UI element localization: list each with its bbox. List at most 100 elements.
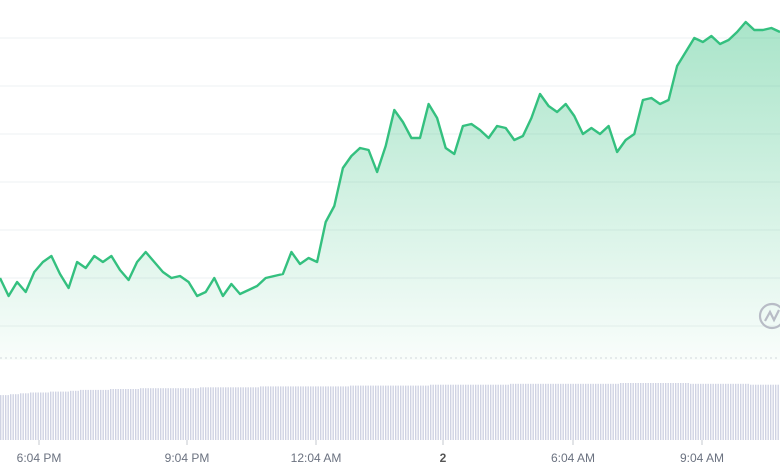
volume-bar [100, 389, 102, 440]
volume-bar [260, 386, 262, 440]
volume-bar [567, 383, 569, 440]
volume-bar [585, 383, 587, 440]
volume-bar [110, 389, 112, 440]
volume-bar [462, 384, 464, 440]
volume-bar [480, 384, 482, 440]
volume-bar [257, 387, 259, 440]
volume-bar [467, 384, 469, 440]
volume-bar [645, 383, 647, 440]
volume-bar [715, 383, 717, 440]
x-tick-label: 9:04 AM [680, 451, 724, 465]
volume-bar [305, 386, 307, 440]
volume-bar [290, 386, 292, 440]
volume-bar [525, 383, 527, 440]
volume-bar [540, 383, 542, 440]
volume-bars [0, 383, 779, 440]
volume-bar [612, 383, 614, 440]
volume-bar [247, 387, 249, 440]
volume-bar [390, 385, 392, 440]
volume-bar [222, 387, 224, 440]
volume-bar [40, 392, 42, 440]
volume-bar [697, 383, 699, 440]
volume-bar [167, 388, 169, 440]
volume-bar [62, 391, 64, 440]
volume-bar [447, 384, 449, 440]
volume-bar [700, 383, 702, 440]
volume-bar [347, 386, 349, 440]
volume-bar [705, 383, 707, 440]
volume-bar [72, 390, 74, 440]
volume-bar [450, 384, 452, 440]
volume-bar [620, 383, 622, 440]
volume-bar [2, 395, 4, 440]
volume-bar [335, 386, 337, 440]
volume-bar [417, 385, 419, 440]
volume-bar [422, 385, 424, 440]
volume-bar [730, 383, 732, 440]
volume-bar [570, 383, 572, 440]
volume-bar [472, 384, 474, 440]
volume-bar [342, 386, 344, 440]
volume-bar [232, 387, 234, 440]
volume-bar [150, 388, 152, 440]
volume-bar [365, 385, 367, 440]
volume-bar [720, 383, 722, 440]
volume-bar [340, 386, 342, 440]
volume-bar [77, 390, 79, 440]
volume-bar [177, 388, 179, 440]
volume-bar [235, 387, 237, 440]
volume-bar [145, 388, 147, 440]
volume-bar [487, 384, 489, 440]
volume-bar [595, 383, 597, 440]
volume-bar [607, 383, 609, 440]
volume-bar [192, 388, 194, 440]
volume-bar [37, 392, 39, 440]
volume-bar [275, 386, 277, 440]
volume-bar [752, 384, 754, 440]
volume-bar [170, 388, 172, 440]
volume-bar [132, 389, 134, 440]
volume-bar [197, 388, 199, 440]
volume-bar [415, 385, 417, 440]
volume-bar [530, 383, 532, 440]
volume-bar [255, 387, 257, 440]
volume-bar [87, 389, 89, 440]
volume-bar [647, 383, 649, 440]
volume-bar [712, 383, 714, 440]
volume-bar [140, 388, 142, 440]
volume-bar [442, 384, 444, 440]
volume-bar [407, 385, 409, 440]
volume-bar [600, 383, 602, 440]
volume-bar [640, 383, 642, 440]
volume-bar [590, 383, 592, 440]
volume-bar [687, 383, 689, 440]
volume-bar [180, 388, 182, 440]
volume-bar [315, 386, 317, 440]
volume-bar [557, 383, 559, 440]
volume-bar [427, 385, 429, 440]
volume-bar [675, 383, 677, 440]
volume-bar [500, 384, 502, 440]
volume-bar [317, 386, 319, 440]
volume-bar [775, 384, 777, 440]
volume-bar [565, 383, 567, 440]
volume-bar [117, 389, 119, 440]
volume-bar [227, 387, 229, 440]
volume-bar [670, 383, 672, 440]
volume-bar [460, 384, 462, 440]
volume-bar [435, 384, 437, 440]
volume-bar [470, 384, 472, 440]
volume-bar [22, 393, 24, 440]
volume-bar [395, 385, 397, 440]
volume-bar [172, 388, 174, 440]
volume-bar [210, 387, 212, 440]
volume-bar [207, 387, 209, 440]
volume-bar [75, 390, 77, 440]
volume-bar [380, 385, 382, 440]
x-tick-label: 9:04 PM [165, 451, 210, 465]
volume-bar [325, 386, 327, 440]
volume-bar [80, 389, 82, 440]
volume-bar [50, 391, 52, 440]
volume-bar [437, 384, 439, 440]
volume-bar [602, 383, 604, 440]
